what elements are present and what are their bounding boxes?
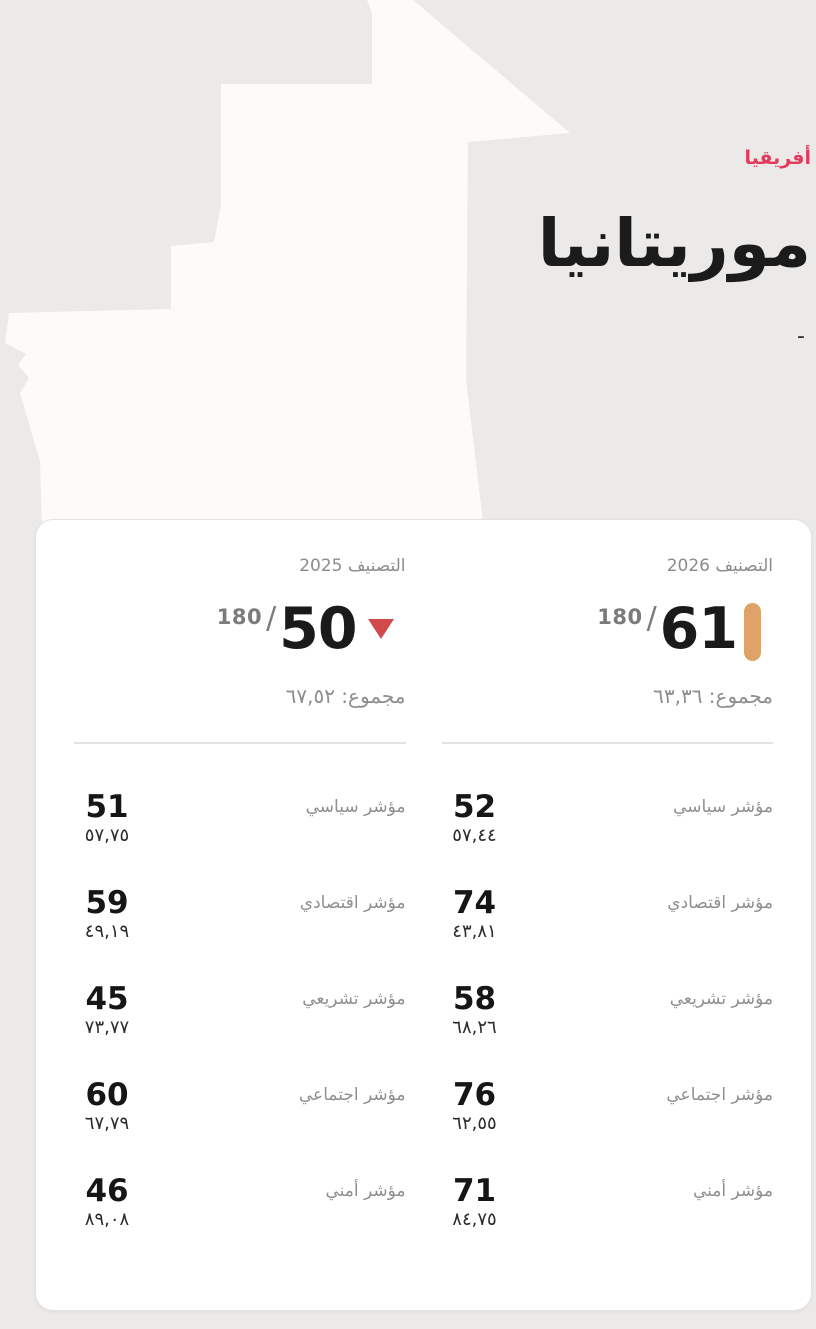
index-rank: 45 <box>85 981 129 1018</box>
index-row-security: مؤشر أمني 46 ٨٩,٠٨ <box>74 1174 406 1230</box>
index-label: مؤشر اقتصادي <box>667 893 773 914</box>
rank-value: 61 <box>659 596 738 662</box>
index-rank: 46 <box>85 1173 129 1210</box>
index-rank: 52 <box>452 789 497 825</box>
index-rank: 60 <box>85 1077 129 1114</box>
index-row-security: مؤشر أمني 71 ٨٤,٧٥ <box>442 1174 773 1230</box>
rank-separator: / <box>646 601 657 636</box>
index-rows-2026: مؤشر سياسي 52 ٥٧,٤٤ مؤشر اقتصادي 74 ٤٣,٨… <box>442 790 773 1231</box>
rank-bar-icon <box>744 603 761 661</box>
index-label: مؤشر تشريعي <box>302 989 406 1010</box>
index-label: مؤشر أمني <box>325 1181 406 1202</box>
index-label: مؤشر اجتماعي <box>298 1085 406 1106</box>
column-divider <box>74 742 406 744</box>
index-value: 46 ٨٩,٠٨ <box>74 1174 140 1230</box>
map-shape <box>5 0 570 530</box>
index-rank: 76 <box>452 1077 497 1114</box>
index-score: ٨٩,٠٨ <box>84 1209 130 1231</box>
index-value: 60 ٦٧,٧٩ <box>74 1078 140 1134</box>
index-row-social: مؤشر اجتماعي 60 ٦٧,٧٩ <box>74 1078 406 1134</box>
index-row-political: مؤشر سياسي 52 ٥٧,٤٤ <box>442 790 773 846</box>
rank-denominator: 180 <box>216 605 263 629</box>
total-score-2025: مجموع: ٦٧,٥٢ <box>285 684 406 708</box>
index-row-economic: مؤشر اقتصادي 74 ٤٣,٨١ <box>442 886 773 942</box>
index-rank: 71 <box>452 1173 497 1210</box>
column-divider <box>441 742 773 744</box>
year-label-2025: التصنيف 2025 <box>299 556 406 576</box>
rank-row-2026: 180 / 61 <box>442 596 774 666</box>
index-row-social: مؤشر اجتماعي 76 ٦٢,٥٥ <box>442 1078 773 1134</box>
index-rank: 51 <box>85 789 129 825</box>
index-value: 58 ٦٨,٢٦ <box>442 982 508 1038</box>
ranking-column-2026: التصنيف 2026 180 / 61 مجموع: ٦٣,٣٦ مؤشر … <box>441 554 774 1231</box>
index-value: 51 ٥٧,٧٥ <box>74 790 140 846</box>
index-value: 76 ٦٢,٥٥ <box>442 1078 508 1134</box>
rank-denominator: 180 <box>597 605 643 629</box>
triangle-down-icon <box>367 619 394 639</box>
index-score: ٤٩,١٩ <box>84 921 130 943</box>
index-score: ٥٧,٤٤ <box>452 825 497 847</box>
rank-separator: / <box>266 601 277 636</box>
index-score: ٦٢,٥٥ <box>452 1113 497 1135</box>
region-link[interactable]: أفريقيا <box>744 147 811 169</box>
index-value: 45 ٧٣,٧٧ <box>74 982 140 1038</box>
index-score: ٦٨,٢٦ <box>452 1017 497 1039</box>
index-rank: 74 <box>452 885 497 922</box>
index-value: 52 ٥٧,٤٤ <box>442 790 508 846</box>
year-label-2026: التصنيف 2026 <box>666 556 773 576</box>
index-value: 59 ٤٩,١٩ <box>74 886 140 942</box>
index-label: مؤشر سياسي <box>673 797 773 817</box>
subtitle-dash: - <box>797 323 805 349</box>
rank-row-2025: 180 / 50 <box>74 596 406 666</box>
index-row-legislative: مؤشر تشريعي 45 ٧٣,٧٧ <box>74 982 406 1038</box>
index-label: مؤشر تشريعي <box>669 989 773 1010</box>
ranking-card: التصنيف 2026 180 / 61 مجموع: ٦٣,٣٦ مؤشر … <box>35 519 812 1311</box>
index-label: مؤشر سياسي <box>305 797 406 817</box>
rank-value: 50 <box>279 596 357 662</box>
index-row-political: مؤشر سياسي 51 ٥٧,٧٥ <box>74 790 406 846</box>
index-rows-2025: مؤشر سياسي 51 ٥٧,٧٥ مؤشر اقتصادي 59 ٤٩,١… <box>74 790 406 1231</box>
index-score: ٨٤,٧٥ <box>452 1209 497 1231</box>
country-title: موريتانيا <box>537 205 811 282</box>
index-score: ٦٧,٧٩ <box>84 1113 130 1135</box>
ranking-column-2025: التصنيف 2025 180 / 50 مجموع: ٦٧,٥٢ مؤشر … <box>74 554 406 1230</box>
index-value: 74 ٤٣,٨١ <box>442 886 508 942</box>
ranking-columns: التصنيف 2026 180 / 61 مجموع: ٦٣,٣٦ مؤشر … <box>74 554 773 1230</box>
index-rank: 59 <box>85 885 129 922</box>
page-header: أفريقيا موريتانيا - <box>538 146 811 348</box>
index-score: ٥٧,٧٥ <box>84 825 130 847</box>
index-value: 71 ٨٤,٧٥ <box>442 1174 508 1230</box>
mauritania-map-silhouette <box>5 0 570 530</box>
index-label: مؤشر اقتصادي <box>299 893 406 914</box>
index-row-economic: مؤشر اقتصادي 59 ٤٩,١٩ <box>74 886 406 942</box>
index-label: مؤشر أمني <box>692 1181 773 1202</box>
index-row-legislative: مؤشر تشريعي 58 ٦٨,٢٦ <box>442 982 773 1038</box>
total-score-2026: مجموع: ٦٣,٣٦ <box>653 684 773 708</box>
index-score: ٤٣,٨١ <box>452 921 497 943</box>
index-label: مؤشر اجتماعي <box>666 1085 773 1106</box>
index-rank: 58 <box>452 981 497 1018</box>
index-score: ٧٣,٧٧ <box>84 1017 130 1039</box>
